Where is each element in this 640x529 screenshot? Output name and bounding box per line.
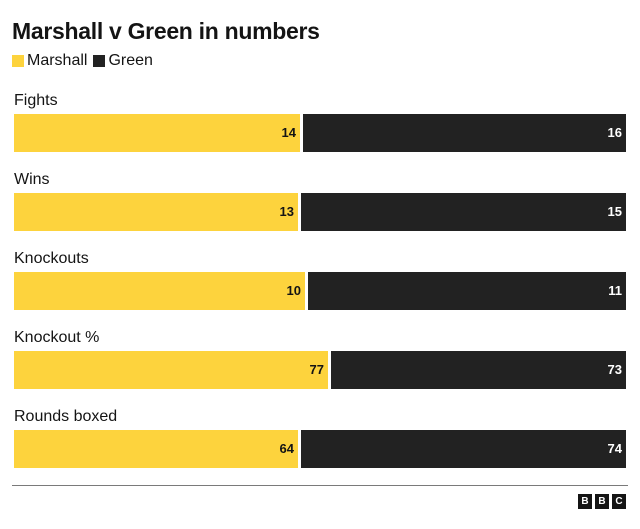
bar-segment-green: 16: [300, 114, 626, 152]
legend: Marshall Green: [12, 52, 159, 70]
category-label: Knockouts: [14, 250, 89, 267]
chart-title: Marshall v Green in numbers: [12, 18, 320, 44]
bar-segment-green: 11: [305, 272, 626, 310]
legend-label-green: Green: [108, 52, 153, 69]
footer-divider: [12, 485, 628, 486]
bar-row: Wins 13 15: [14, 170, 626, 231]
value-label-marshall: 14: [281, 125, 296, 140]
stacked-bar: 13 15: [14, 193, 626, 231]
legend-label-marshall: Marshall: [27, 52, 88, 69]
logo-letter: C: [612, 494, 626, 509]
category-label: Rounds boxed: [14, 408, 118, 425]
category-label: Knockout %: [14, 329, 100, 346]
value-label-green: 73: [607, 362, 622, 377]
value-label-green: 74: [607, 441, 622, 456]
bar-segment-marshall: 77: [14, 351, 328, 389]
value-label-green: 11: [608, 283, 622, 298]
legend-item-marshall: Marshall: [12, 52, 87, 70]
bar-segment-green: 15: [298, 193, 626, 231]
value-label-marshall: 10: [286, 283, 301, 298]
logo-letter: B: [578, 494, 592, 509]
logo-letter: B: [595, 494, 609, 509]
legend-swatch-marshall: [12, 55, 24, 67]
bbc-logo: B B C: [575, 494, 626, 509]
bar-segment-green: 74: [298, 430, 626, 468]
bar-row: Fights 14 16: [14, 91, 626, 152]
bar-segment-marshall: 13: [14, 193, 298, 231]
value-label-marshall: 64: [279, 441, 294, 456]
bar-segment-marshall: 14: [14, 114, 300, 152]
category-label: Fights: [14, 92, 58, 109]
stacked-bar: 10 11: [14, 272, 626, 310]
bar-segment-marshall: 64: [14, 430, 298, 468]
category-label: Wins: [14, 171, 50, 188]
bar-segment-green: 73: [328, 351, 626, 389]
legend-swatch-green: [93, 55, 106, 67]
bar-segment-marshall: 10: [14, 272, 305, 310]
stacked-bar: 64 74: [14, 430, 626, 468]
legend-item-green: Green: [93, 52, 153, 70]
bar-row: Knockout % 77 73: [14, 328, 626, 389]
stacked-bar: 14 16: [14, 114, 626, 152]
value-label-marshall: 77: [309, 362, 324, 377]
value-label-green: 16: [607, 125, 622, 140]
stacked-bar: 77 73: [14, 351, 626, 389]
bar-row: Knockouts 10 11: [14, 249, 626, 310]
value-label-green: 15: [607, 204, 622, 219]
bar-row: Rounds boxed 64 74: [14, 407, 626, 468]
value-label-marshall: 13: [279, 204, 294, 219]
